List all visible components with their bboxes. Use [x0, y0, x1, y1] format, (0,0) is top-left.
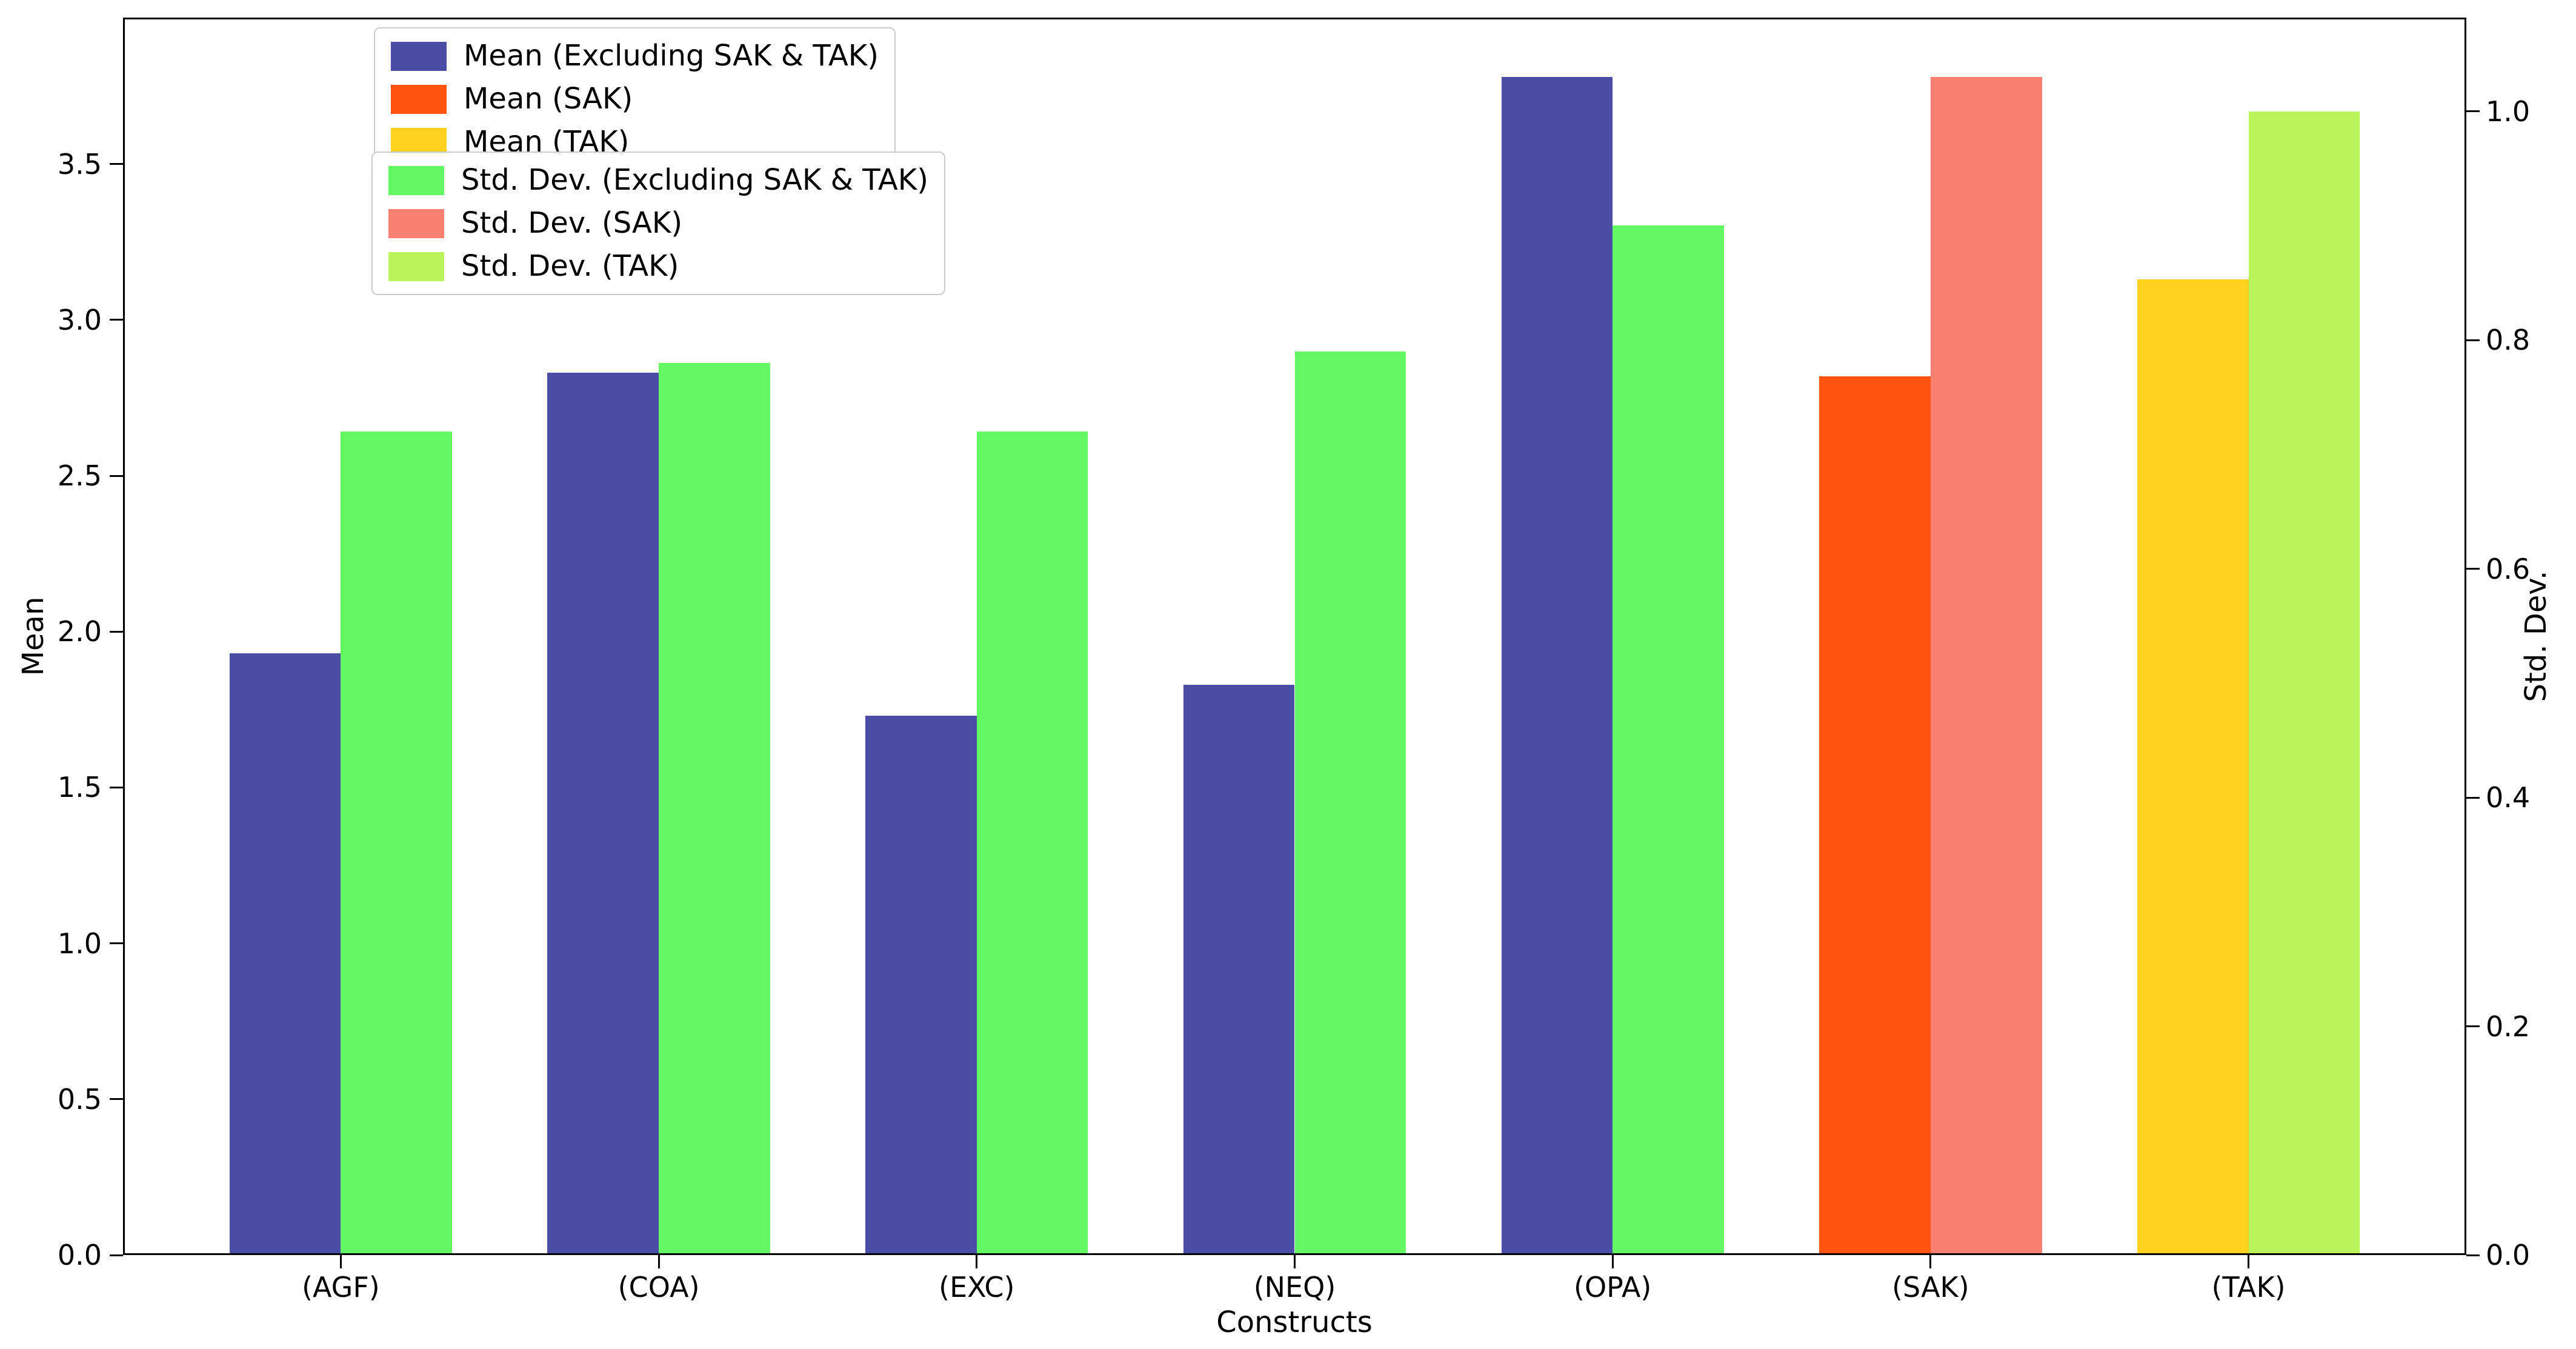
y-left-tick-3.5 — [110, 163, 123, 165]
x-tick-label-(TAK): (TAK) — [2211, 1271, 2286, 1304]
legend-label: Std. Dev. (SAK) — [461, 206, 683, 240]
x-tick-(TAK) — [2248, 1255, 2250, 1268]
y-right-tick-0.4 — [2466, 796, 2480, 799]
y-left-tick-label-1.5: 1.5 — [57, 771, 102, 804]
y-right-tick-0.8 — [2466, 339, 2480, 341]
bar-stddev-(COA) — [659, 362, 770, 1255]
y-right-tick-label-0.4: 0.4 — [2486, 781, 2531, 814]
y-right-tick-label-0.2: 0.2 — [2486, 1010, 2531, 1043]
x-tick-label-(AGF): (AGF) — [302, 1271, 380, 1304]
bar-stddev-(TAK) — [2248, 111, 2360, 1255]
legend-row: Std. Dev. (Excluding SAK & TAK) — [388, 164, 928, 197]
x-tick-label-(OPA): (OPA) — [1574, 1271, 1652, 1304]
legend-row: Std. Dev. (TAK) — [388, 250, 928, 283]
y-left-tick-0 — [110, 1254, 123, 1256]
legend-label: Std. Dev. (TAK) — [461, 249, 679, 283]
y-right-tick-0 — [2466, 1254, 2480, 1256]
legend-swatch-icon — [388, 208, 444, 238]
x-tick-(SAK) — [1929, 1255, 1932, 1268]
y-left-tick-label-0: 0.0 — [57, 1239, 102, 1271]
bar-stddev-(OPA) — [1612, 225, 1724, 1255]
x-tick-label-(SAK): (SAK) — [1892, 1271, 1969, 1304]
x-tick-(COA) — [657, 1255, 660, 1268]
bar-stddev-(AGF) — [341, 431, 453, 1255]
y-left-tick-label-2: 2.0 — [57, 615, 102, 648]
bar-mean-(NEQ) — [1183, 684, 1295, 1255]
y-left-tick-3 — [110, 319, 123, 321]
x-tick-label-(EXC): (EXC) — [939, 1271, 1015, 1304]
legend-stddev: Std. Dev. (Excluding SAK & TAK) Std. Dev.… — [371, 152, 945, 295]
y-right-tick-1 — [2466, 110, 2480, 113]
legend-swatch-icon — [391, 41, 447, 71]
legend-swatch-icon — [391, 84, 447, 114]
x-tick-(AGF) — [339, 1255, 342, 1268]
x-tick-(EXC) — [976, 1255, 978, 1268]
y-left-tick-1 — [110, 942, 123, 945]
legend-mean: Mean (Excluding SAK & TAK) Mean (SAK) Mean… — [374, 27, 896, 171]
bar-stddev-(EXC) — [976, 431, 1088, 1255]
bar-mean-(EXC) — [865, 716, 977, 1255]
x-tick-label-(COA): (COA) — [617, 1271, 700, 1304]
y-left-tick-0.5 — [110, 1098, 123, 1101]
y-axis-title-left: Mean — [16, 596, 50, 676]
legend-row: Mean (Excluding SAK & TAK) — [391, 39, 879, 73]
y-right-tick-label-1: 1.0 — [2486, 95, 2531, 128]
x-tick-(OPA) — [1611, 1255, 1614, 1268]
y-left-tick-label-1: 1.0 — [57, 927, 102, 960]
legend-label: Std. Dev. (Excluding SAK & TAK) — [461, 163, 928, 197]
legend-swatch-icon — [388, 165, 444, 195]
x-axis-title: Constructs — [1216, 1305, 1373, 1339]
y-left-tick-label-3.5: 3.5 — [57, 147, 102, 181]
bar-mean-(TAK) — [2137, 279, 2249, 1255]
y-left-tick-1.5 — [110, 786, 123, 788]
bar-mean-(AGF) — [229, 653, 341, 1255]
legend-row: Mean (SAK) — [391, 82, 879, 116]
y-left-tick-label-2.5: 2.5 — [57, 459, 102, 493]
bar-mean-(COA) — [547, 373, 659, 1255]
legend-row: Std. Dev. (SAK) — [388, 207, 928, 240]
legend-label: Mean (Excluding SAK & TAK) — [464, 39, 879, 73]
y-axis-title-right: Std. Dev. — [2519, 570, 2553, 702]
legend-swatch-icon — [388, 251, 444, 281]
y-right-tick-label-0.6: 0.6 — [2486, 552, 2531, 585]
legend-label: Mean (SAK) — [464, 82, 633, 116]
y-left-tick-2 — [110, 630, 123, 633]
y-right-tick-0.2 — [2466, 1025, 2480, 1028]
x-tick-(NEQ) — [1294, 1255, 1296, 1268]
y-left-tick-label-0.5: 0.5 — [57, 1082, 102, 1116]
y-right-tick-0.6 — [2466, 568, 2480, 570]
x-tick-label-(NEQ): (NEQ) — [1253, 1271, 1336, 1304]
y-left-tick-2.5 — [110, 475, 123, 477]
bar-stddev-(SAK) — [1930, 77, 2042, 1255]
bar-mean-(SAK) — [1819, 376, 1931, 1255]
y-left-tick-label-3: 3.0 — [57, 303, 102, 336]
y-right-tick-label-0.8: 0.8 — [2486, 324, 2531, 357]
bar-stddev-(NEQ) — [1294, 351, 1406, 1255]
y-right-tick-label-0: 0.0 — [2486, 1239, 2531, 1271]
bar-mean-(OPA) — [1501, 76, 1613, 1255]
